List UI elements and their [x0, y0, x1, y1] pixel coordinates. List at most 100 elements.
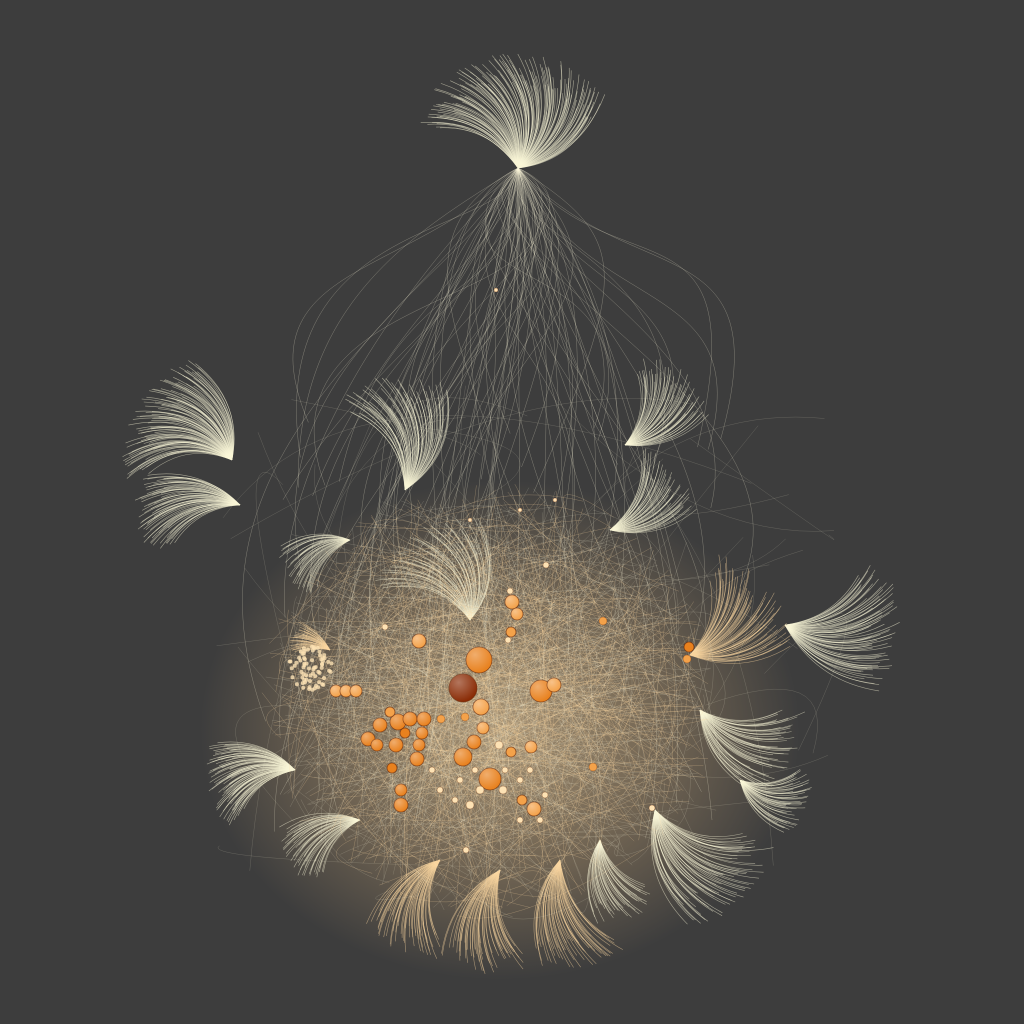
cluster-node: [307, 666, 311, 671]
graph-node-highlight: [412, 634, 426, 648]
graph-node: [501, 766, 509, 774]
cluster-node: [304, 661, 309, 666]
node-layer: [287, 287, 695, 854]
cluster-node: [311, 667, 316, 672]
cluster-node: [318, 653, 323, 658]
cluster-node: [317, 680, 322, 685]
graph-node: [471, 766, 479, 774]
graph-node: [384, 706, 396, 718]
cluster-node: [312, 686, 317, 691]
cluster-node: [288, 659, 293, 664]
cluster-node: [317, 649, 322, 654]
graph-node: [386, 762, 398, 774]
cluster-node: [302, 657, 307, 662]
graph-node-highlight: [350, 685, 362, 697]
graph-node-highlight: [390, 714, 406, 730]
fan-cluster-layer: [122, 53, 900, 974]
cluster-node: [313, 674, 318, 679]
graph-node: [451, 796, 459, 804]
graph-node: [517, 507, 523, 513]
graph-node: [467, 517, 473, 523]
cluster-node: [301, 685, 306, 690]
graph-node: [516, 776, 524, 784]
graph-node-highlight: [410, 752, 424, 766]
cluster-node: [301, 646, 306, 651]
cluster-node: [322, 653, 327, 658]
graph-node: [505, 626, 517, 638]
graph-node: [536, 816, 544, 824]
graph-node: [504, 636, 512, 644]
graph-node: [598, 616, 608, 626]
graph-node-highlight: [530, 680, 552, 702]
graph-node: [381, 623, 389, 631]
graph-node: [516, 794, 528, 806]
cluster-node: [315, 645, 320, 650]
cluster-node: [328, 669, 333, 674]
graph-node: [542, 561, 550, 569]
core-edge-layer: [261, 483, 726, 920]
cluster-node: [322, 676, 326, 680]
graph-node: [436, 714, 446, 724]
cluster-node: [320, 682, 325, 687]
cluster-node: [319, 665, 324, 670]
graph-node-highlight: [416, 727, 428, 739]
graph-node: [475, 785, 485, 795]
graph-node: [505, 746, 517, 758]
cluster-node: [317, 670, 322, 675]
graph-node: [526, 766, 534, 774]
cluster-node: [300, 675, 305, 680]
graph-node: [456, 776, 464, 784]
cluster-node: [289, 666, 294, 671]
graph-node: [399, 727, 411, 739]
graph-node-highlight: [467, 735, 481, 749]
cluster-node: [329, 661, 334, 666]
graph-node: [648, 804, 656, 812]
graph-node-highlight: [417, 712, 431, 726]
graph-node-highlight: [340, 685, 352, 697]
graph-node: [516, 816, 524, 824]
graph-node-highlight: [479, 768, 501, 790]
graph-node: [428, 766, 436, 774]
graph-node: [588, 762, 598, 772]
graph-node-highlight: [373, 718, 387, 732]
graph-node: [541, 791, 549, 799]
graph-node: [462, 846, 470, 854]
cluster-node: [305, 647, 310, 652]
cluster-node: [308, 679, 312, 683]
graph-node: [683, 641, 695, 653]
cluster-node: [304, 677, 309, 682]
cluster-node: [290, 675, 295, 680]
cluster-node: [300, 651, 305, 656]
graph-node-highlight: [477, 722, 489, 734]
graph-node-highlight: [395, 784, 407, 796]
cluster-node: [320, 662, 325, 667]
graph-node-highlight: [389, 738, 403, 752]
graph-node-highlight: [371, 739, 383, 751]
center-glow: [200, 480, 800, 980]
cluster-node: [300, 681, 305, 686]
graph-node-highlight: [473, 699, 489, 715]
cluster-node: [316, 685, 321, 690]
graph-node-highlight: [413, 739, 425, 751]
graph-node: [460, 712, 470, 722]
graph-node: [493, 287, 499, 293]
cluster-node: [298, 658, 303, 663]
graph-node-highlight: [511, 608, 523, 620]
graph-node: [552, 497, 558, 503]
cluster-node: [310, 658, 314, 663]
cluster-node: [312, 646, 317, 651]
cluster-node: [294, 682, 299, 687]
graph-node-highlight: [394, 798, 408, 812]
graph-node-highlight: [547, 678, 561, 692]
graph-node-highlight: [449, 674, 477, 702]
cluster-node: [307, 687, 312, 691]
graph-node-highlight: [403, 712, 417, 726]
cluster-node: [292, 663, 297, 668]
graph-node: [506, 587, 514, 595]
graph-node-highlight: [466, 647, 492, 673]
cluster-node: [326, 659, 331, 664]
graph-node: [682, 654, 692, 664]
graph-node-highlight: [525, 741, 537, 753]
graph-node-highlight: [454, 748, 472, 766]
